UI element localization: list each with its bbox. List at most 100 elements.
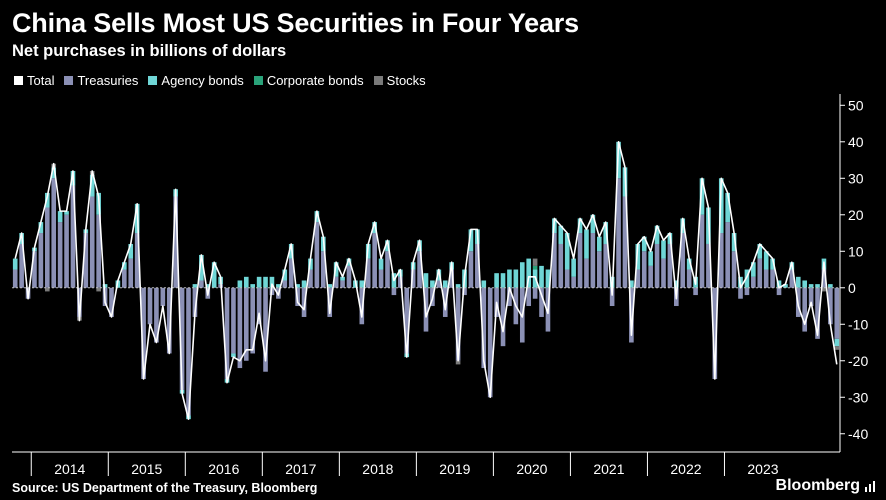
bar-treasuries (552, 233, 557, 288)
bar-treasuries (532, 287, 538, 299)
legend-item-total: Total (14, 73, 54, 88)
bar-stocks (455, 360, 461, 365)
bar-treasuries (699, 214, 705, 288)
bar-stocks (532, 258, 538, 266)
bar-agency-bonds (192, 284, 198, 288)
bar-agency-bonds (558, 225, 564, 244)
y-tick-label: 20 (848, 207, 864, 223)
bar-treasuries (166, 287, 172, 354)
bar-agency-bonds (808, 284, 814, 288)
bar-treasuries (526, 287, 532, 307)
bar-treasuries (243, 287, 249, 361)
legend-swatch-agency (148, 76, 158, 85)
bar-treasuries (64, 214, 69, 288)
x-tick-label: 2020 (516, 461, 547, 477)
bar-corporate-bonds (532, 265, 538, 270)
chart-legend: Total Treasuries Agency bonds Corporate … (14, 73, 436, 88)
x-tick-label: 2022 (670, 461, 701, 477)
bar-treasuries (147, 287, 153, 325)
bar-agency-bonds (725, 192, 730, 223)
bar-treasuries (38, 233, 44, 288)
bar-treasuries (712, 287, 718, 380)
bar-treasuries (301, 287, 307, 317)
y-tick-label: 30 (848, 170, 864, 186)
bar-treasuries (346, 265, 352, 288)
bar-agency-bonds (744, 269, 750, 288)
bar-treasuries (558, 243, 564, 288)
bar-agency-bonds (629, 280, 634, 288)
bar-treasuries (635, 269, 641, 288)
bar-agency-bonds (751, 262, 756, 277)
bar-treasuries (744, 287, 750, 296)
bar-agency-bonds (346, 258, 352, 266)
bar-stocks (834, 346, 840, 350)
bar-agency-bonds (481, 280, 487, 288)
bar-treasuries (577, 233, 583, 288)
y-tick-label: 50 (848, 97, 864, 113)
bar-agency-bonds (378, 258, 384, 270)
bar-agency-bonds (44, 192, 50, 208)
bar-chart-icon (865, 481, 875, 492)
bar-treasuries (455, 287, 461, 361)
bar-treasuries (622, 196, 628, 288)
bar-treasuries (738, 287, 743, 299)
legend-label-corporate: Corporate bonds (266, 73, 364, 88)
bar-treasuries (404, 287, 410, 354)
y-tick-label: -30 (848, 389, 868, 405)
legend-item-stocks: Stocks (373, 73, 426, 88)
bar-stocks (821, 287, 827, 292)
bar-agency-bonds (545, 269, 551, 288)
bar-agency-bonds (674, 280, 679, 288)
bar-treasuries (442, 287, 448, 317)
bar-treasuries (603, 243, 609, 288)
bar-agency-bonds (211, 262, 217, 288)
bar-agency-bonds (57, 211, 63, 223)
x-tick-label: 2023 (747, 461, 778, 477)
bar-treasuries (365, 258, 371, 288)
bar-treasuries (89, 196, 95, 288)
bar-treasuries (808, 287, 814, 307)
brand-logo: Bloomberg (776, 477, 876, 495)
bar-treasuries (609, 287, 615, 307)
bar-treasuries (340, 280, 345, 288)
bar-agency-bonds (783, 284, 788, 288)
bar-treasuries (564, 269, 570, 288)
bar-agency-bonds (757, 243, 763, 259)
bar-treasuries (57, 222, 63, 288)
bar-treasuries (616, 178, 621, 288)
bar-agency-bonds (564, 233, 570, 270)
bar-agency-bonds (686, 258, 692, 270)
bar-stocks (96, 287, 101, 292)
bar-agency-bonds (269, 276, 275, 288)
bar-agency-bonds (442, 280, 448, 288)
total-line-layer (14, 140, 838, 420)
bar-agency-bonds (64, 211, 69, 215)
bar-treasuries (192, 287, 198, 317)
bar-agency-bonds (795, 276, 801, 288)
bar-treasuries (539, 287, 544, 317)
bar-treasuries (436, 280, 442, 288)
bar-treasuries (237, 287, 243, 369)
bar-treasuries (776, 287, 782, 296)
y-tick-label: -40 (848, 426, 868, 442)
bar-agency-bonds (519, 262, 525, 288)
bar-treasuries (789, 269, 795, 288)
bar-agency-bonds (507, 269, 512, 288)
bar-treasuries (641, 251, 647, 288)
bar-agency-bonds (333, 262, 339, 277)
bar-treasuries (186, 287, 191, 416)
bar-treasuries (134, 233, 140, 288)
bar-treasuries (481, 287, 487, 369)
legend-swatch-treasuries (64, 76, 74, 85)
bar-treasuries (173, 196, 178, 288)
bar-treasuries (199, 280, 204, 288)
bar-treasuries (12, 269, 18, 288)
bar-agency-bonds (256, 276, 262, 288)
bar-agency-bonds (731, 233, 737, 252)
bar-treasuries (385, 251, 390, 288)
bar-treasuries (83, 233, 89, 288)
brand-name: Bloomberg (775, 477, 860, 494)
chart-subtitle: Net purchases in billions of dollars (12, 42, 287, 60)
legend-item-treasuries: Treasuries (64, 73, 138, 88)
